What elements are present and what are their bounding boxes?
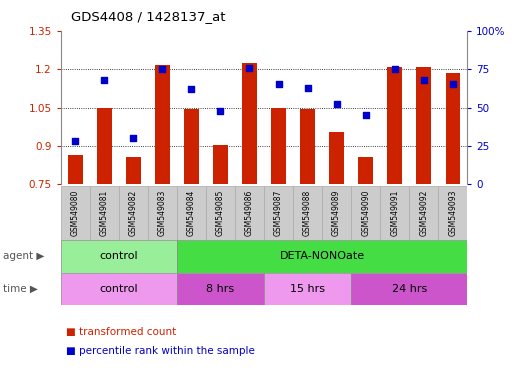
Bar — [388, 66, 402, 184]
Text: GSM549088: GSM549088 — [303, 190, 312, 236]
Bar — [206, 186, 235, 240]
Bar — [322, 186, 351, 240]
Bar — [300, 109, 315, 184]
Bar — [184, 109, 199, 184]
Bar — [293, 186, 322, 240]
Bar — [61, 186, 90, 240]
Text: DETA-NONOate: DETA-NONOate — [279, 251, 365, 262]
Bar — [68, 155, 82, 184]
Point — [158, 66, 167, 72]
Bar — [90, 186, 119, 240]
Point — [275, 81, 283, 88]
Text: GSM549093: GSM549093 — [448, 190, 457, 237]
Bar — [446, 73, 460, 184]
Text: GSM549086: GSM549086 — [245, 190, 254, 236]
Point — [303, 84, 312, 91]
Point — [71, 138, 80, 144]
Bar — [213, 145, 228, 184]
Text: time ▶: time ▶ — [3, 284, 37, 294]
Point — [216, 108, 225, 114]
Bar — [438, 186, 467, 240]
Text: 8 hrs: 8 hrs — [206, 284, 234, 294]
Bar — [235, 186, 264, 240]
Bar — [155, 65, 169, 184]
Bar — [359, 157, 373, 184]
Text: control: control — [99, 251, 138, 262]
Bar — [177, 186, 206, 240]
Point — [333, 101, 341, 108]
Bar — [148, 186, 177, 240]
Bar — [417, 66, 431, 184]
Bar — [409, 186, 438, 240]
Text: GSM549080: GSM549080 — [71, 190, 80, 236]
Text: GSM549083: GSM549083 — [158, 190, 167, 236]
Bar — [97, 108, 111, 184]
Point — [361, 112, 370, 118]
Bar — [119, 186, 148, 240]
Bar — [351, 186, 380, 240]
Bar — [61, 273, 177, 305]
Text: ■ percentile rank within the sample: ■ percentile rank within the sample — [66, 346, 255, 356]
Text: GSM549082: GSM549082 — [129, 190, 138, 236]
Text: GSM549084: GSM549084 — [187, 190, 196, 236]
Bar — [242, 63, 257, 184]
Bar — [351, 273, 467, 305]
Text: GSM549081: GSM549081 — [100, 190, 109, 236]
Point — [129, 135, 138, 141]
Text: 24 hrs: 24 hrs — [392, 284, 427, 294]
Text: ■ transformed count: ■ transformed count — [66, 327, 176, 337]
Bar — [61, 240, 177, 273]
Bar — [271, 108, 286, 184]
Point — [391, 66, 399, 72]
Text: GSM549085: GSM549085 — [216, 190, 225, 236]
Text: GDS4408 / 1428137_at: GDS4408 / 1428137_at — [71, 10, 226, 23]
Bar — [264, 273, 351, 305]
Text: GSM549090: GSM549090 — [361, 190, 370, 237]
Bar — [177, 240, 467, 273]
Point — [187, 86, 196, 92]
Bar — [126, 157, 140, 184]
Point — [245, 65, 254, 71]
Bar — [177, 273, 264, 305]
Point — [100, 77, 109, 83]
Text: GSM549089: GSM549089 — [332, 190, 341, 236]
Text: 15 hrs: 15 hrs — [290, 284, 325, 294]
Bar — [264, 186, 293, 240]
Text: GSM549091: GSM549091 — [390, 190, 399, 236]
Text: agent ▶: agent ▶ — [3, 251, 44, 262]
Point — [449, 81, 457, 88]
Bar — [380, 186, 409, 240]
Text: GSM549087: GSM549087 — [274, 190, 283, 236]
Text: control: control — [99, 284, 138, 294]
Bar — [329, 132, 344, 184]
Point — [420, 77, 428, 83]
Text: GSM549092: GSM549092 — [419, 190, 428, 236]
